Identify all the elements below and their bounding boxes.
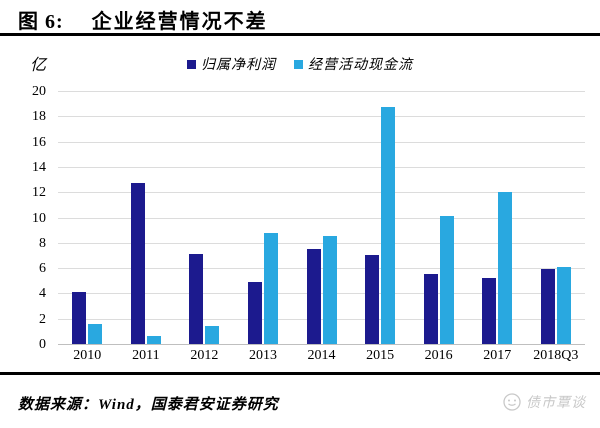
- bar-group: [527, 92, 586, 344]
- bar-cash-flow: [439, 216, 454, 344]
- bar-cash-flow: [322, 236, 337, 344]
- data-source-note: 数据来源：Wind，国泰君安证券研究: [18, 397, 279, 413]
- x-tick-label: 2017: [483, 348, 512, 363]
- bar-group: [117, 92, 176, 344]
- gridline: [58, 91, 585, 92]
- watermark-logo-icon: [503, 393, 521, 411]
- legend-label: 归属净利润: [201, 58, 276, 73]
- plot-area: [58, 91, 585, 345]
- figure-number: 图 6:: [18, 11, 64, 33]
- gridline: [58, 268, 585, 270]
- gridline: [58, 192, 585, 194]
- y-tick-label: 16: [32, 134, 46, 150]
- x-tick-label: 2014: [307, 348, 336, 363]
- y-tick-label: 6: [39, 261, 46, 277]
- x-axis: 2010 2011 2012 2013 2014 2015 2016 2017 2018Q3: [58, 348, 585, 364]
- y-tick-label: 8: [39, 235, 46, 251]
- bar-net-profit: [540, 269, 555, 344]
- gridline: [58, 166, 585, 168]
- legend-item-net-profit: 归属净利润: [187, 54, 276, 74]
- legend-marker: [294, 59, 303, 69]
- y-axis-unit-label: 亿: [30, 57, 47, 74]
- bar-cash-flow: [263, 232, 278, 344]
- bar-net-profit: [247, 282, 262, 344]
- figure-title-text: 企业经营情况不差: [91, 11, 268, 33]
- bar-group: [292, 92, 351, 344]
- bar-net-profit: [306, 249, 321, 344]
- gridline: [58, 318, 585, 320]
- x-tick-label: 2013: [248, 348, 277, 363]
- x-tick-label: 2016: [424, 348, 453, 363]
- legend-item-cash-flow: 经营活动现金流: [294, 54, 413, 74]
- bars-layer: [58, 92, 585, 344]
- legend-label: 经营活动现金流: [308, 58, 413, 73]
- bar-cash-flow: [498, 192, 513, 344]
- bar-cash-flow: [205, 326, 220, 344]
- y-tick-label: 10: [32, 210, 46, 226]
- bar-cash-flow: [146, 336, 161, 344]
- gridline: [58, 141, 585, 143]
- x-tick-label: 2012: [190, 348, 219, 363]
- x-tick-label: 2011: [132, 348, 160, 363]
- bar-net-profit: [365, 255, 380, 344]
- bar-group: [409, 92, 468, 344]
- y-axis: 0 2 4 6 8 10 12 14 16 18 20: [0, 84, 46, 352]
- y-tick-label: 0: [39, 337, 46, 352]
- x-tick-label: 2018Q3: [533, 348, 579, 363]
- gridline: [58, 242, 585, 244]
- bar-net-profit: [423, 274, 438, 344]
- bar-cash-flow: [556, 266, 571, 344]
- y-tick-label: 14: [32, 159, 46, 175]
- bar-net-profit: [72, 292, 87, 344]
- y-tick-label: 12: [32, 185, 46, 201]
- bar-cash-flow: [381, 107, 396, 344]
- bar-group: [351, 92, 410, 344]
- y-tick-label: 4: [39, 286, 46, 302]
- bar-net-profit: [482, 278, 497, 344]
- legend: 归属净利润 经营活动现金流: [10, 54, 590, 74]
- x-tick-label: 2015: [366, 348, 395, 363]
- watermark-text: 债市覃谈: [526, 396, 586, 411]
- y-tick-label: 20: [32, 84, 46, 99]
- watermark: 债市覃谈: [502, 392, 586, 412]
- top-rule: [0, 33, 600, 36]
- bar-group: [468, 92, 527, 344]
- y-tick-label: 18: [32, 109, 46, 125]
- bar-cash-flow: [88, 323, 103, 344]
- bar-group: [58, 92, 117, 344]
- y-tick-label: 2: [39, 311, 46, 327]
- gridline: [58, 217, 585, 219]
- bar-net-profit: [189, 254, 204, 344]
- bottom-rule: [0, 372, 600, 375]
- x-tick-label: 2010: [73, 348, 102, 363]
- bar-group: [234, 92, 293, 344]
- bar-net-profit: [130, 183, 145, 344]
- bar-group: [175, 92, 234, 344]
- gridline: [58, 293, 585, 295]
- gridline: [58, 116, 585, 118]
- figure-title: 图 6: 企业经营情况不差: [18, 5, 268, 34]
- legend-marker: [187, 59, 196, 69]
